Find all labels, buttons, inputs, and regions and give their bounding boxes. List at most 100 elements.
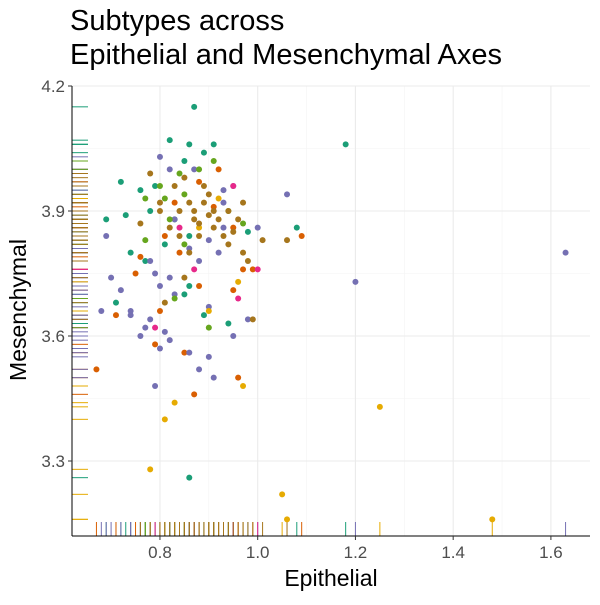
data-point bbox=[205, 191, 212, 198]
data-point bbox=[196, 258, 203, 264]
x-tick-label: 1.6 bbox=[539, 543, 563, 562]
data-point bbox=[166, 137, 173, 144]
data-point bbox=[244, 316, 251, 323]
data-point bbox=[186, 349, 193, 356]
data-point bbox=[225, 208, 232, 214]
data-point bbox=[186, 283, 193, 289]
data-point bbox=[235, 216, 242, 223]
data-point bbox=[259, 237, 266, 244]
data-point bbox=[152, 383, 159, 389]
data-point bbox=[196, 366, 203, 373]
data-point bbox=[122, 212, 129, 219]
data-point bbox=[284, 237, 291, 244]
data-point bbox=[142, 258, 149, 264]
data-point bbox=[156, 345, 163, 352]
data-point bbox=[176, 170, 183, 177]
data-point bbox=[230, 287, 237, 294]
data-point bbox=[284, 191, 291, 198]
data-point bbox=[210, 141, 217, 148]
data-point bbox=[240, 266, 247, 273]
data-point bbox=[186, 249, 193, 256]
x-axis-ticks: 0.8 1.0 1.2 1.4 1.6 bbox=[148, 536, 563, 562]
data-point bbox=[142, 195, 149, 202]
data-point bbox=[191, 103, 198, 110]
data-point bbox=[205, 308, 212, 314]
data-point bbox=[176, 249, 183, 256]
data-point bbox=[171, 199, 178, 206]
data-point bbox=[244, 258, 251, 264]
data-point bbox=[352, 278, 359, 285]
data-point bbox=[142, 237, 149, 244]
data-point bbox=[161, 233, 168, 239]
data-point bbox=[293, 224, 300, 231]
y-tick-label: 4.2 bbox=[41, 77, 65, 96]
y-tick-label: 3.9 bbox=[41, 202, 65, 221]
data-point bbox=[181, 158, 188, 164]
data-point bbox=[191, 166, 198, 173]
data-point bbox=[191, 266, 198, 273]
data-point bbox=[147, 258, 154, 264]
y-axis-title: Mesenchymal bbox=[5, 239, 31, 381]
data-point bbox=[161, 241, 168, 248]
data-point bbox=[240, 199, 247, 206]
chart-title-line-2: Epithelial and Mesenchymal Axes bbox=[70, 39, 502, 71]
data-point bbox=[200, 199, 207, 206]
data-point bbox=[132, 270, 139, 277]
data-point bbox=[230, 224, 237, 231]
data-point bbox=[98, 308, 105, 314]
data-point bbox=[215, 249, 222, 256]
data-point bbox=[205, 324, 212, 331]
data-point bbox=[196, 283, 203, 289]
data-point bbox=[166, 166, 173, 173]
data-point bbox=[240, 383, 247, 389]
data-point bbox=[137, 187, 144, 194]
data-point bbox=[181, 291, 188, 298]
data-point bbox=[562, 249, 569, 256]
data-point bbox=[235, 374, 242, 381]
data-point bbox=[152, 341, 159, 348]
data-point bbox=[215, 195, 222, 202]
data-point bbox=[489, 516, 496, 523]
data-points bbox=[93, 103, 569, 523]
data-point bbox=[191, 391, 198, 398]
data-point bbox=[342, 141, 349, 148]
data-point bbox=[210, 224, 217, 231]
data-point bbox=[240, 249, 247, 256]
data-point bbox=[156, 283, 163, 289]
data-point bbox=[220, 233, 227, 239]
data-point bbox=[186, 245, 193, 252]
data-point bbox=[147, 208, 154, 214]
data-point bbox=[210, 208, 217, 214]
data-point bbox=[181, 174, 188, 181]
data-point bbox=[117, 178, 124, 185]
data-point bbox=[279, 491, 286, 498]
data-point bbox=[156, 183, 163, 189]
data-point bbox=[225, 320, 232, 327]
data-point bbox=[186, 141, 193, 148]
data-point bbox=[161, 328, 168, 335]
x-tick-label: 1.4 bbox=[441, 543, 465, 562]
y-tick-label: 3.3 bbox=[41, 452, 65, 471]
data-point bbox=[220, 224, 227, 231]
data-point bbox=[196, 233, 203, 239]
data-point bbox=[171, 399, 178, 406]
data-point bbox=[176, 224, 183, 231]
data-point bbox=[152, 183, 159, 189]
grid bbox=[72, 85, 590, 536]
data-point bbox=[127, 308, 134, 314]
data-point bbox=[176, 233, 183, 239]
data-point bbox=[205, 237, 212, 244]
data-point bbox=[210, 203, 217, 210]
data-point bbox=[215, 216, 222, 223]
data-point bbox=[147, 316, 154, 323]
data-point bbox=[156, 208, 163, 214]
data-point bbox=[186, 199, 193, 206]
data-point bbox=[298, 233, 305, 239]
data-point bbox=[147, 170, 154, 177]
data-point bbox=[156, 153, 163, 160]
chart-title-line-1: Subtypes across bbox=[70, 5, 284, 37]
data-point bbox=[235, 295, 242, 302]
data-point bbox=[181, 191, 188, 198]
